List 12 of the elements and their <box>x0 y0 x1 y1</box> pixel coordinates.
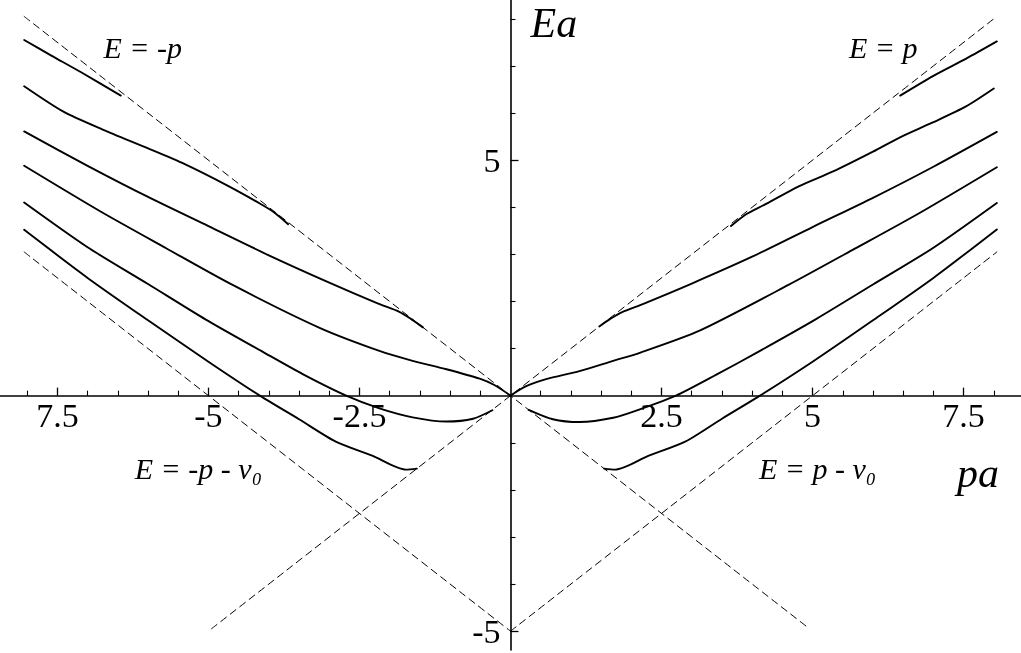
x-axis-title: pa <box>954 449 999 496</box>
x-tick-label: 2.5 <box>640 397 683 435</box>
x-tick-label: 5 <box>804 397 822 435</box>
x-tick-label: 7.5 <box>36 397 79 435</box>
annotation: E = p - v₀ <box>757 452 877 486</box>
annotation: E = p <box>847 30 918 64</box>
x-tick-label: -2.5 <box>332 397 387 435</box>
annotation: E = -p <box>102 30 182 64</box>
x-tick-label: -5 <box>194 397 223 435</box>
y-axis-title: Ea <box>529 0 578 46</box>
annotation: E = -p - v₀ <box>133 452 263 486</box>
x-tick-label: 7.5 <box>942 397 985 435</box>
